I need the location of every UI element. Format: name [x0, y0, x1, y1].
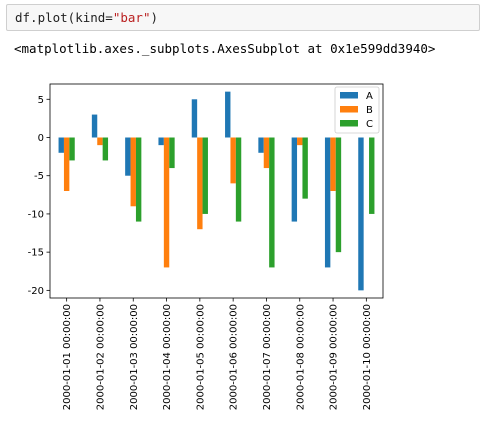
bar-c-4: [169, 137, 175, 169]
bar-b-9: [330, 137, 336, 191]
bar-b-6: [230, 137, 236, 184]
bar-a-2: [91, 114, 98, 138]
bar-a-7: [258, 137, 264, 153]
y-tick-label: -20: [28, 286, 44, 297]
x-tick-label: 2000-01-02 00:00:00: [95, 304, 106, 410]
bar-a-6: [225, 91, 231, 138]
bar-c-2: [102, 137, 109, 161]
x-axis: 2000-01-01 00:00:00 2000-01-02 00:00:00 20…: [62, 298, 373, 410]
x-tick-label: 2000-01-08 00:00:00: [295, 304, 306, 410]
bar-c-3: [135, 137, 142, 222]
code-string-literal: "bar": [112, 10, 151, 25]
y-tick-label: 5: [38, 95, 44, 106]
code-cell-input[interactable]: df.plot(kind="bar"): [6, 4, 480, 31]
bar-a-3: [125, 137, 131, 176]
legend-label-c: C: [366, 119, 373, 130]
bar-b-7: [263, 137, 270, 169]
y-axis: 5 0 -5 -10 -15 -20: [28, 95, 50, 297]
y-tick-label: -10: [28, 209, 44, 220]
bar-a-1: [58, 137, 64, 153]
x-tick-label: 2000-01-10 00:00:00: [362, 304, 373, 410]
bar-b-8: [297, 137, 303, 146]
bar-b-2: [97, 137, 103, 146]
bar-c-6: [235, 137, 242, 222]
code-suffix: ): [150, 10, 159, 25]
legend-swatch-a: [340, 92, 358, 99]
code-text: df.plot(kind="bar"): [15, 10, 158, 25]
cell-output-text: <matplotlib.axes._subplots.AxesSubplot a…: [14, 41, 436, 56]
x-tick-label: 2000-01-04 00:00:00: [162, 304, 173, 410]
legend: ABC: [334, 86, 380, 134]
bar-b-5: [197, 137, 203, 230]
y-tick-label: -15: [28, 248, 44, 259]
bar-a-5: [191, 99, 198, 138]
legend-label-a: A: [366, 91, 373, 102]
bar-a-10: [358, 137, 364, 291]
bar-a-9: [324, 137, 331, 268]
x-tick-label: 2000-01-05 00:00:00: [195, 304, 206, 410]
bar-a-4: [158, 137, 164, 146]
x-tick-label: 2000-01-06 00:00:00: [229, 304, 240, 410]
x-tick-label: 2000-01-07 00:00:00: [262, 304, 273, 410]
legend-swatch-c: [340, 120, 358, 127]
axes-frame: [49, 83, 384, 299]
y-tick-label: -5: [34, 171, 44, 182]
bar-c-7: [269, 137, 275, 268]
bar-c-9: [335, 137, 342, 253]
bar-a-8: [291, 137, 298, 222]
x-tick-label: 2000-01-03 00:00:00: [129, 304, 140, 410]
legend-label-b: B: [366, 105, 373, 116]
code-prefix: df.plot(kind=: [15, 10, 113, 25]
bar-c-8: [302, 137, 308, 199]
bars-group: [58, 91, 375, 291]
bar-b-1: [63, 137, 70, 191]
bar-b-3: [130, 137, 136, 207]
x-tick-label: 2000-01-09 00:00:00: [329, 304, 340, 410]
bar-c-10: [369, 137, 375, 214]
x-tick-label: 2000-01-01 00:00:00: [62, 304, 73, 410]
bar-b-4: [163, 137, 170, 268]
bar-c-5: [202, 137, 208, 214]
legend-swatch-b: [340, 106, 358, 113]
bar-c-1: [69, 137, 75, 161]
y-tick-label: 0: [38, 133, 44, 144]
